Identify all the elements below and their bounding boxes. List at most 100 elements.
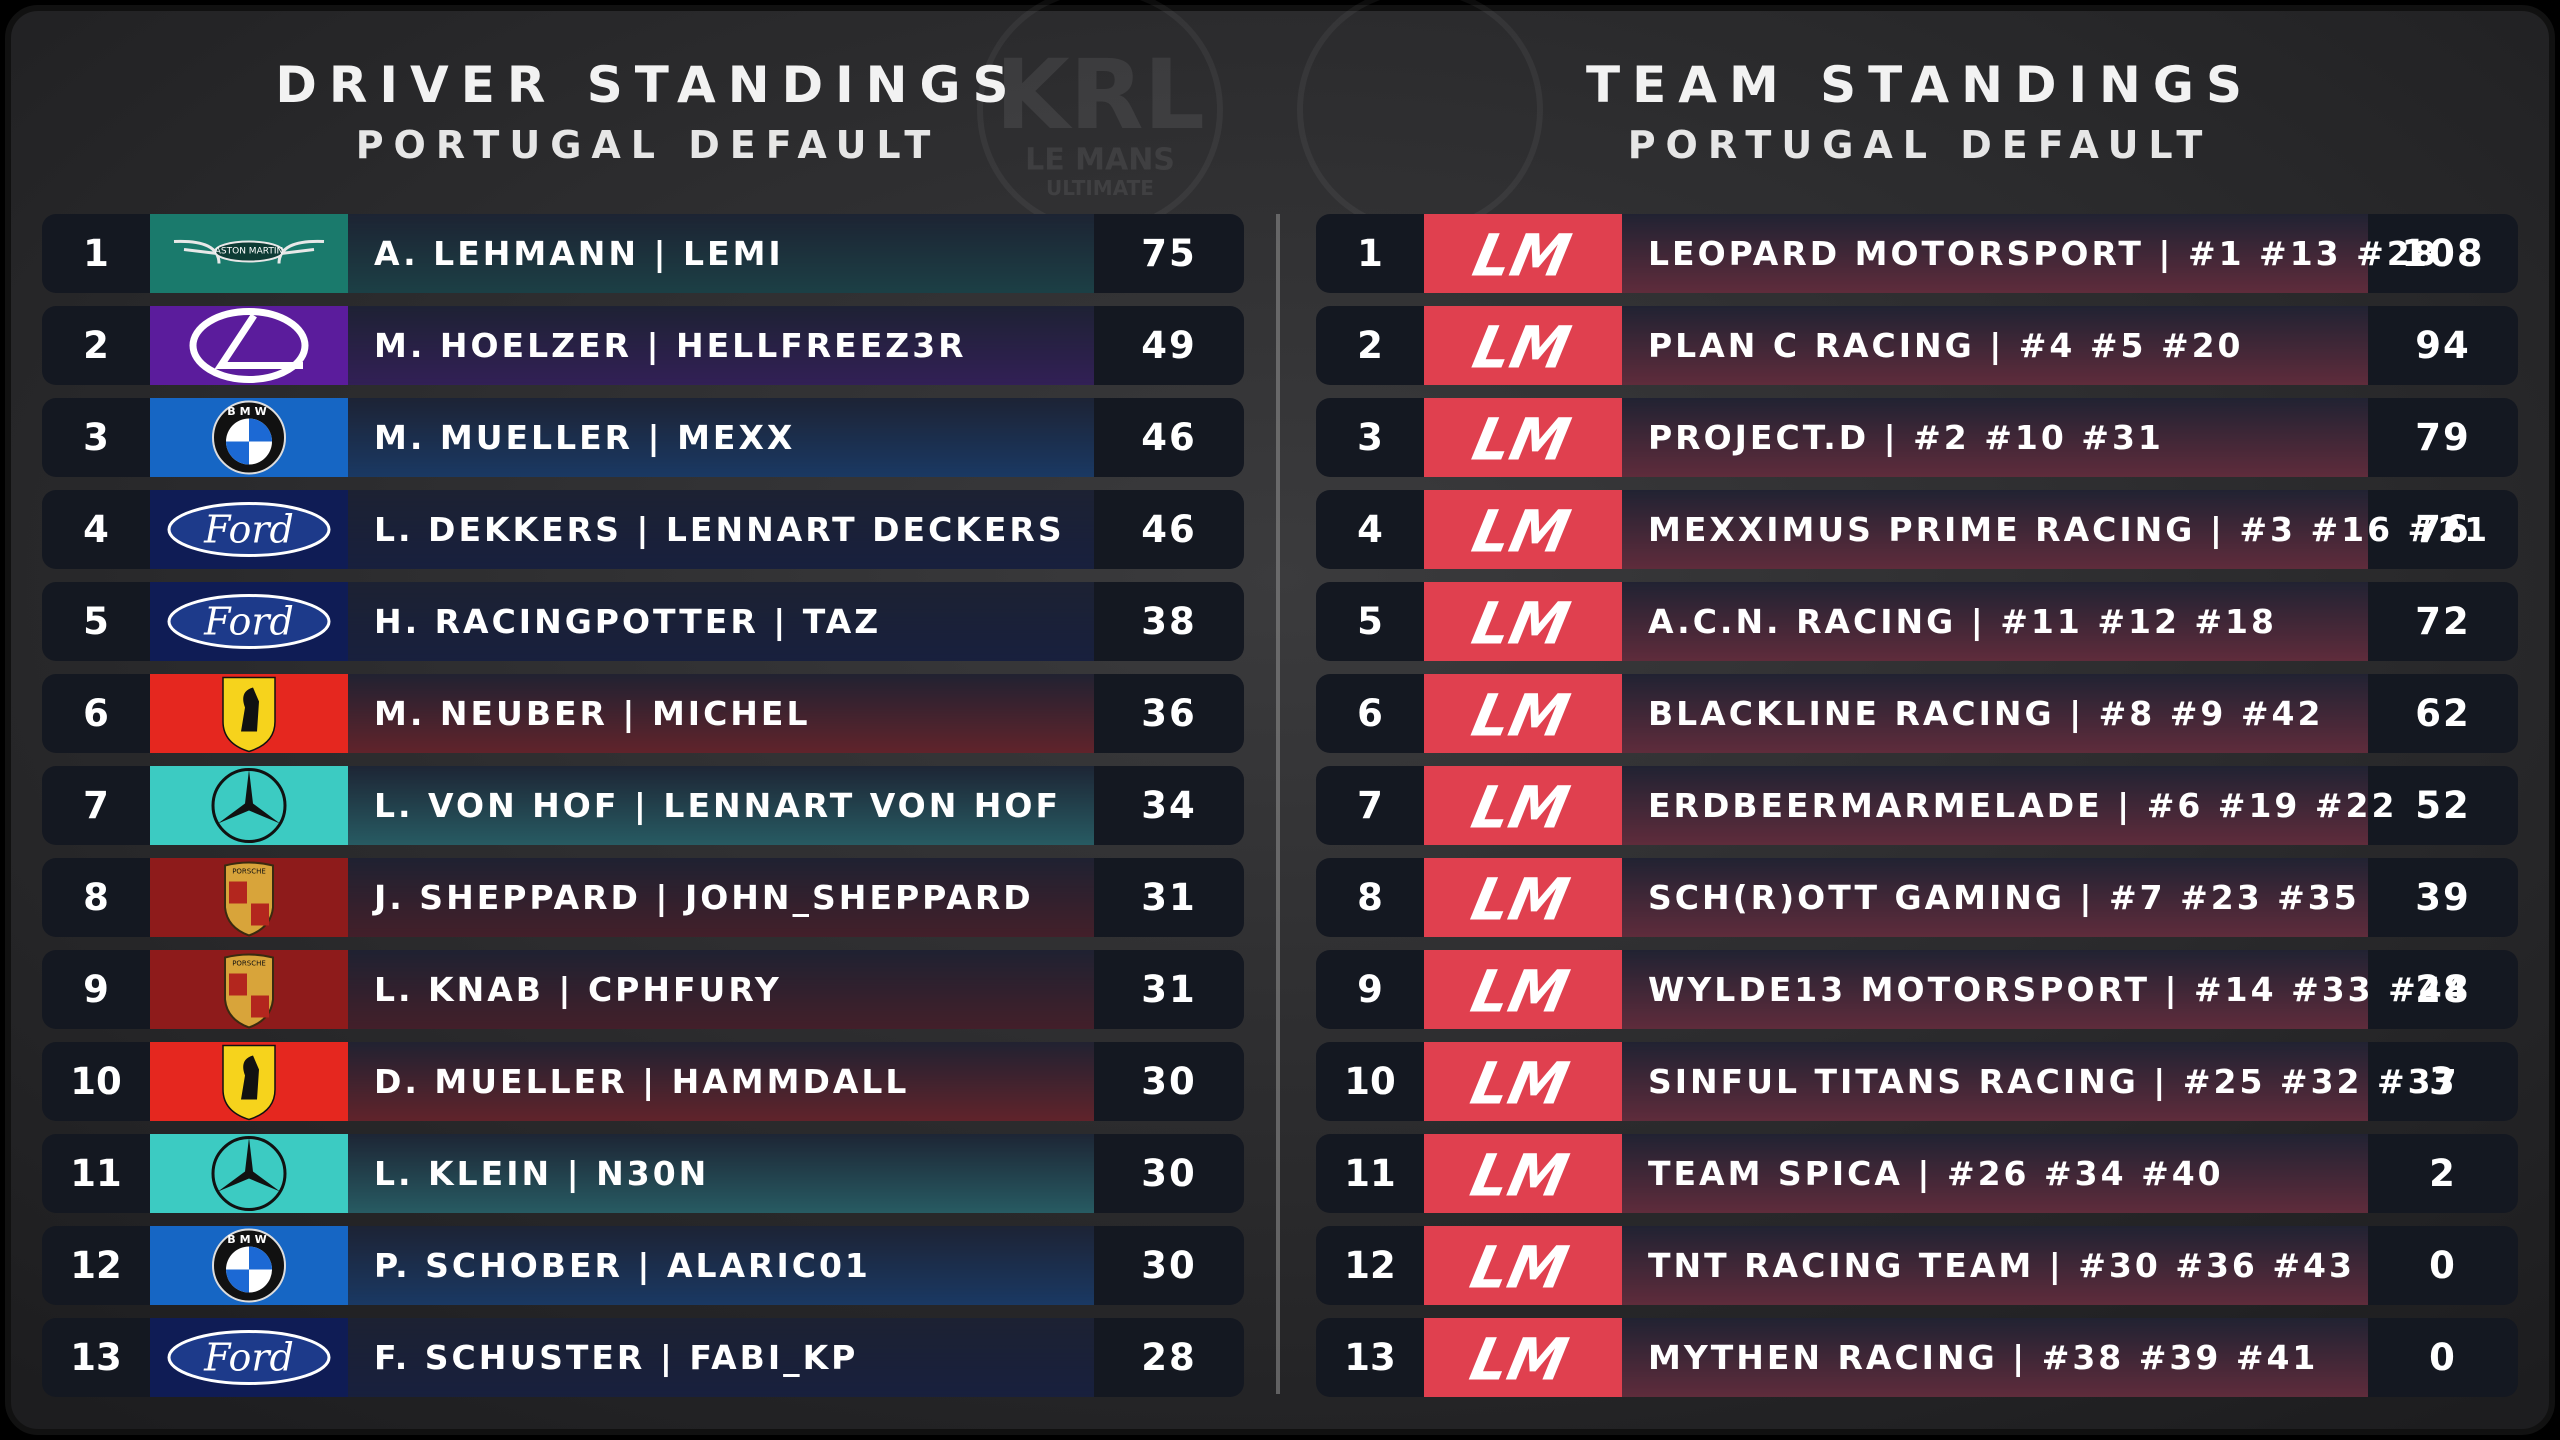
divider (1276, 214, 1280, 1394)
standings-row: 7 L. VON HOF | LENNART VON HOF 34 (42, 766, 1244, 845)
logo-text: LM (1465, 1142, 1574, 1209)
position: 2 (1357, 324, 1383, 367)
name-cell (1622, 214, 2368, 293)
standings-row: 10 D. MUELLER | HAMMDALL 30 (42, 1042, 1244, 1121)
logo-quarters (226, 418, 272, 465)
points: 30 (1141, 1060, 1197, 1103)
name: LEOPARD MOTORSPORT | #1 #13 #28 (1648, 234, 2439, 273)
name-tint (1622, 306, 2368, 385)
name: M. MUELLER | MEXX (374, 418, 795, 457)
logo-oval (167, 1330, 331, 1385)
points: 94 (2415, 324, 2471, 367)
position: 13 (70, 1336, 122, 1379)
name-tint (348, 858, 1094, 937)
logo-cell (1424, 214, 1622, 293)
position: 9 (83, 968, 109, 1011)
logo-text: Ford (203, 508, 294, 552)
standings-row: 6 M. NEUBER | MICHEL 36 (42, 674, 1244, 753)
position: 1 (83, 232, 109, 275)
points: 0 (2429, 1336, 2457, 1379)
watermark-brand: KRL (995, 39, 1204, 151)
points: 62 (2415, 692, 2471, 735)
points: 30 (1141, 1244, 1197, 1287)
name-cell (348, 582, 1094, 661)
logo-cell (1424, 398, 1622, 477)
points: 28 (2415, 968, 2471, 1011)
logo-text: LM (1465, 1050, 1574, 1117)
points: 31 (1141, 968, 1197, 1011)
position: 1 (1357, 232, 1383, 275)
name: ERDBEERMARMELADE | #6 #19 #22 (1648, 786, 2397, 825)
logo-text: LM (1467, 222, 1576, 289)
name-tint (1622, 766, 2368, 845)
logo-quarter (229, 973, 247, 996)
logo-quarter (251, 903, 269, 926)
logo-star (218, 1137, 280, 1192)
name-cell (1622, 1318, 2368, 1397)
logo-text: ASTON MARTIN (215, 247, 283, 257)
position: 9 (1357, 968, 1383, 1011)
name: M. HOELZER | HELLFREEZ3R (374, 326, 967, 365)
points: 72 (2415, 600, 2471, 643)
points: 3 (2429, 1060, 2457, 1103)
logo-cell (1424, 858, 1622, 937)
logo-cell (1424, 766, 1622, 845)
logo-text: BMW (227, 405, 270, 418)
logo-quarters (226, 1246, 272, 1293)
position: 12 (70, 1244, 122, 1287)
logo-text: Ford (203, 600, 294, 644)
points: 30 (1141, 1152, 1197, 1195)
name: PLAN C RACING | #4 #5 #20 (1648, 326, 2244, 365)
name: PROJECT.D | #2 #10 #31 (1648, 418, 2164, 457)
points: 38 (1141, 600, 1197, 643)
name-cell (348, 1042, 1094, 1121)
logo-oval (167, 594, 331, 649)
name-cell (1622, 766, 2368, 845)
name-tint (348, 950, 1094, 1029)
name-cell (1622, 1226, 2368, 1305)
position: 6 (83, 692, 109, 735)
name: L. KLEIN | N30N (374, 1154, 709, 1193)
standings-row: 10 LM SINFUL TITANS RACING | #25 #32 #373 (1316, 1042, 2518, 1121)
logo-text: BMW (227, 1233, 270, 1246)
logo-cell (1424, 1226, 1622, 1305)
name-tint (348, 674, 1094, 753)
name: D. MUELLER | HAMMDALL (374, 1062, 909, 1101)
position: 3 (83, 416, 109, 459)
position: 2 (83, 324, 109, 367)
position: 5 (1357, 600, 1383, 643)
name-cell (1622, 398, 2368, 477)
logo-text: LM (1466, 958, 1575, 1025)
position: 11 (70, 1152, 122, 1195)
points: 76 (2415, 508, 2471, 551)
logo-cell (1424, 1042, 1622, 1121)
logo-badge (214, 240, 284, 263)
name-cell (348, 674, 1094, 753)
name: H. RACINGPOTTER | TAZ (374, 602, 881, 641)
standings-row: 8 PORSCHE J. SHEPPARD | JOHN_SHEPPARD 31 (42, 858, 1244, 937)
name-cell (1622, 306, 2368, 385)
points: 28 (1141, 1336, 1197, 1379)
logo-text: LM (1465, 1326, 1574, 1393)
name-cell (1622, 582, 2368, 661)
watermark-line: ULTIMATE (1046, 176, 1154, 200)
name-cell (348, 214, 1094, 293)
name: L. KNAB | CPHFURY (374, 970, 782, 1009)
standings-row: 9 PORSCHE L. KNAB | CPHFURY 31 (42, 950, 1244, 1029)
driver-subtitle: PORTUGAL DEFAULT (356, 123, 941, 167)
name-cell (1622, 490, 2368, 569)
standings-row: 5 LM A.C.N. RACING | #11 #12 #18 72 (1316, 582, 2518, 661)
name-cell (1622, 1042, 2368, 1121)
points: 49 (1141, 324, 1197, 367)
name-cell (348, 398, 1094, 477)
name: F. SCHUSTER | FABI_KP (374, 1338, 858, 1377)
points: 2 (2429, 1152, 2457, 1195)
standings-row: 1 ASTON MARTIN A. LEHMANN | LEMI 75 (42, 214, 1244, 293)
name-tint (1622, 1226, 2368, 1305)
name-cell (1622, 950, 2368, 1029)
name-tint (1622, 214, 2368, 293)
points: 34 (1141, 784, 1197, 827)
name-tint (348, 1134, 1094, 1213)
position: 4 (1357, 508, 1383, 551)
